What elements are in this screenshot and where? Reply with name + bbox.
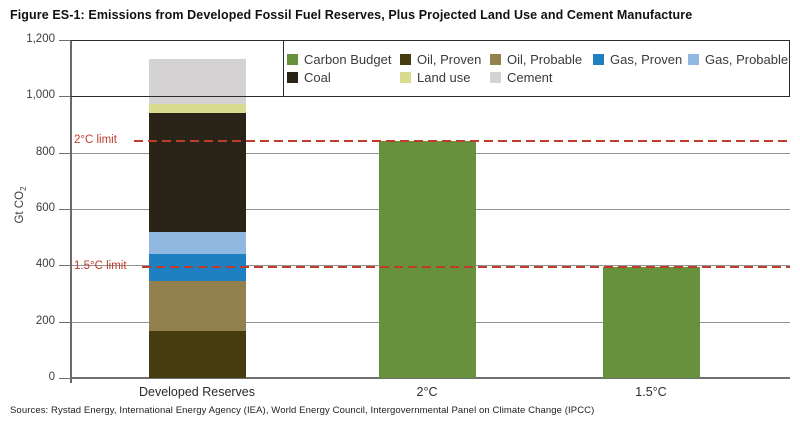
legend-item-gas-probable: Gas, Probable [688,51,789,67]
legend-label-oil-probable: Oil, Probable [507,51,583,67]
legend-swatch-coal [287,71,298,83]
y-axis-line [70,40,72,383]
legend-label-oil-proven: Oil, Proven [417,51,482,67]
x-axis-label-2-c: 2°C [416,385,438,399]
legend-label-land-use: Land use [417,69,471,85]
y-tick-label-1-000: 1,000 [26,89,55,102]
bar-segment-developed-reserves-gas-probable [148,232,246,255]
x-axis-line [70,377,790,379]
reference-line-label-2-c-limit: 2°C limit [74,133,117,146]
legend-swatch-cement [490,71,501,83]
y-tick-800 [59,152,70,154]
bar-segment-developed-reserves-land-use [148,104,246,113]
y-tick-label-200: 200 [35,314,55,327]
bar-segment-developed-reserves-coal [148,112,246,233]
y-tick-label-600: 600 [35,202,55,214]
bar-segment-developed-reserves-cement [148,59,246,105]
reference-line-2-c-limit [134,139,790,142]
legend-label-cement: Cement [507,69,553,85]
legend-swatch-land-use [400,71,411,83]
legend-item-coal: Coal [287,69,331,85]
legend-label-gas-proven: Gas, Proven [610,51,683,67]
source-note: Sources: Rystad Energy, International En… [10,405,595,416]
legend-swatch-gas-proven [593,53,604,65]
y-tick-label-400: 400 [35,258,55,271]
legend-swatch-oil-probable [490,53,501,65]
legend-item-oil-proven: Oil, Proven [400,51,482,67]
y-axis-label-subscript: 2 [19,186,29,191]
x-axis-label-1-5-c: 1.5°C [635,385,667,399]
legend-swatch-carbon-budget [287,53,298,65]
legend-swatch-gas-probable [688,53,699,65]
y-tick-label-1-200: 1,200 [26,33,55,45]
reference-line-label-1-5-c-limit: 1.5°C limit [74,260,127,273]
bar-segment-developed-reserves-oil-probable [148,281,246,332]
legend-label-coal: Coal [304,69,331,85]
y-tick-label-0: 0 [48,371,55,383]
legend-label-carbon-budget: Carbon Budget [304,51,392,67]
legend-swatch-oil-proven [400,53,411,65]
legend-box-left-border [283,40,284,97]
y-gridline-1-000 [71,96,790,98]
x-axis-label-developed-reserves: Developed Reserves [138,385,256,399]
legend-item-carbon-budget: Carbon Budget [287,51,392,67]
y-tick-400 [59,265,70,267]
figure-title: Figure ES-1: Emissions from Developed Fo… [10,8,693,22]
y-tick-1-200 [59,40,70,41]
y-tick-600 [59,209,70,210]
y-tick-1-000 [59,96,70,98]
legend-item-cement: Cement [490,69,553,85]
y-tick-label-800: 800 [35,145,55,158]
bar-segment-developed-reserves-oil-proven [148,331,246,378]
legend-item-land-use: Land use [400,69,471,85]
y-tick-0 [59,378,70,379]
legend-box-right-border [789,40,790,97]
legend-item-gas-proven: Gas, Proven [593,51,683,67]
y-gridline-1-200 [71,40,790,41]
legend-label-gas-probable: Gas, Probable [705,51,789,67]
reference-line-1-5-c-limit [142,266,790,269]
legend-item-oil-probable: Oil, Probable [490,51,583,67]
y-tick-200 [59,321,70,323]
bar-segment-1-5-c-carbon-budget [602,267,700,378]
bar-segment-2-c-carbon-budget [378,140,476,378]
